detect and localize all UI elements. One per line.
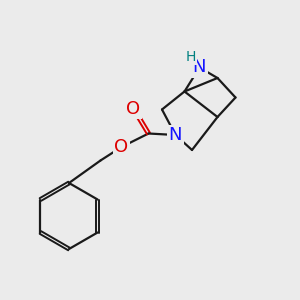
Text: H: H (185, 50, 196, 64)
Text: N: N (169, 126, 182, 144)
Text: O: O (126, 100, 141, 118)
Text: O: O (114, 138, 129, 156)
Text: N: N (193, 58, 206, 76)
